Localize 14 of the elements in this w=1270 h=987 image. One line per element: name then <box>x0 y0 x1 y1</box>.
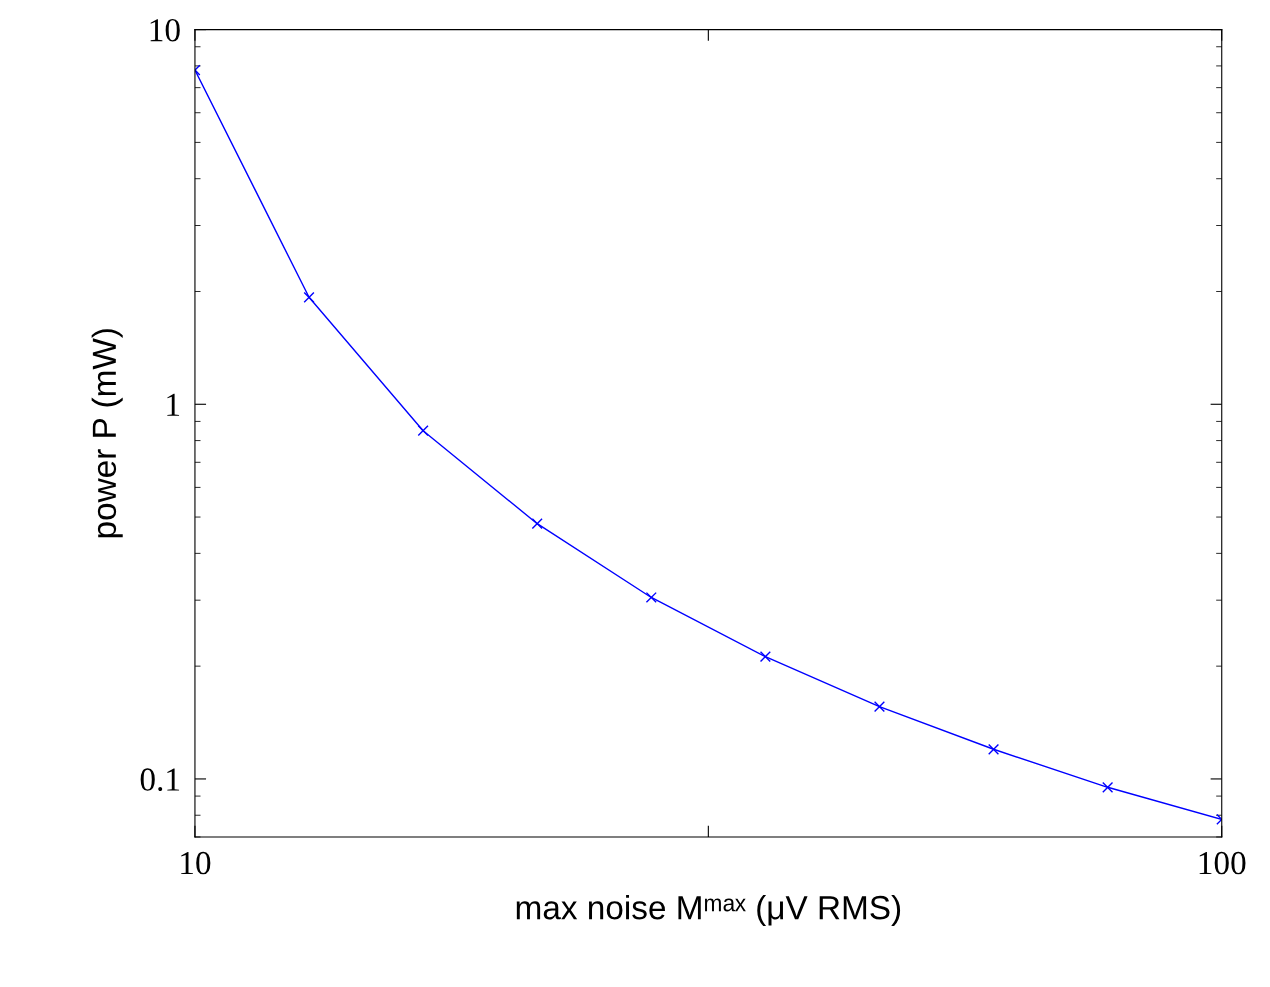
point <box>1102 781 1114 793</box>
x-axis-title: max noise Mᵐᵃˣ (μV RMS) <box>516 894 901 927</box>
y-tick-label: 1 <box>167 393 180 416</box>
point <box>531 518 543 530</box>
point <box>303 291 315 303</box>
x-tick-label: 100 <box>1199 851 1246 875</box>
y-tick-label: 0.1 <box>140 768 180 791</box>
y-tick-label: 10 <box>150 19 180 42</box>
point <box>417 425 429 437</box>
point <box>988 743 1000 755</box>
point <box>873 701 886 713</box>
point <box>759 651 771 663</box>
y-axis-title: power P (mW) <box>91 329 123 538</box>
point <box>645 591 657 604</box>
